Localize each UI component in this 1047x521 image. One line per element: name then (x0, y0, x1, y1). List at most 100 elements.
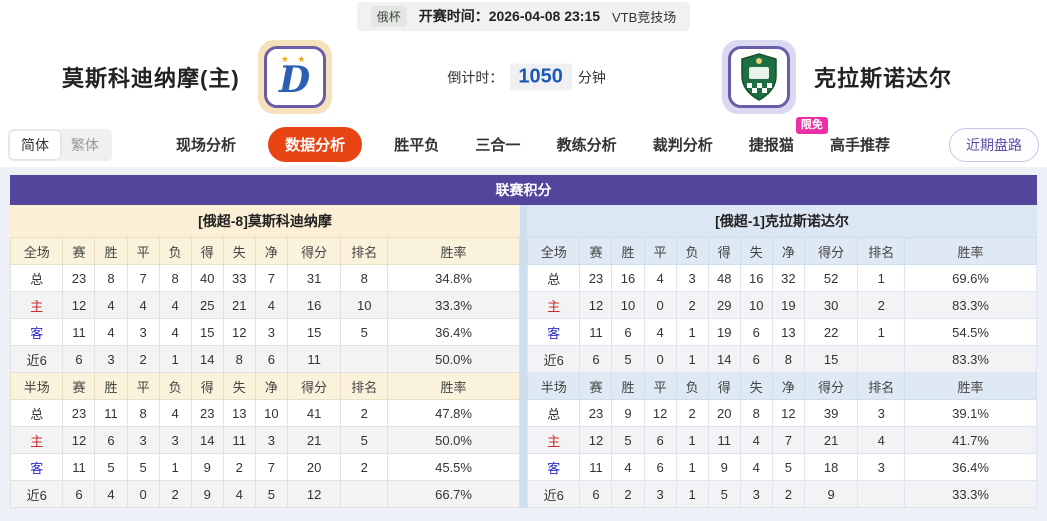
stat-cell: 10 (254, 399, 288, 427)
tab-coach-analysis[interactable]: 教练分析 (556, 137, 617, 154)
nav-tabs: 现场分析 数据分析 胜平负 三合一 教练分析 裁判分析 捷报猫 限免 高手推荐 (172, 117, 894, 162)
stat-cell: 6 (739, 318, 773, 346)
col-header: 得 (190, 372, 224, 400)
table-row: 客 11 6 4 1 19 6 13 22 1 54.5% (526, 318, 1037, 346)
tab-jiebao-cat[interactable]: 捷报猫 限免 (745, 117, 828, 161)
lang-toggle: 简体 繁体 (8, 128, 112, 161)
stat-cell: 3 (126, 426, 160, 454)
tab-data-analysis[interactable]: 数据分析 (268, 127, 363, 162)
away-standings-table: 全场赛胜平负得失净得分 排名 胜率总 23 16 4 3 48 16 32 52 1 69.6% 主 12 1… (526, 237, 1037, 508)
stat-cell: 36.4% (387, 318, 520, 346)
col-header: 平 (126, 237, 160, 265)
stat-cell: 6 (254, 345, 288, 373)
col-header: 胜率 (387, 237, 520, 265)
stat-cell: 6 (94, 426, 128, 454)
stat-cell: 4 (158, 291, 192, 319)
table-row: 客 11 4 3 4 15 12 3 15 5 36.4% (9, 318, 520, 346)
row-label: 总 (526, 399, 581, 427)
league-badge: 俄杯 (370, 5, 407, 27)
stat-cell: 69.6% (904, 264, 1037, 292)
stat-cell: 11 (579, 453, 613, 481)
lang-traditional[interactable]: 繁体 (71, 136, 99, 153)
home-team: 莫斯科迪纳摩(主) ★ ★ D (62, 40, 332, 114)
tab-referee-analysis[interactable]: 裁判分析 (652, 137, 713, 154)
stat-cell: 20 (286, 453, 342, 481)
away-full-header-row: 全场赛胜平负得失净得分 排名 胜率 (526, 237, 1037, 265)
stat-cell: 10 (739, 291, 773, 319)
col-header: 失 (222, 372, 256, 400)
stat-cell: 4 (739, 426, 773, 454)
stat-cell: 4 (158, 399, 192, 427)
col-header: 得分 (286, 237, 342, 265)
stat-cell: 12 (286, 480, 342, 508)
stat-cell: 23 (579, 399, 613, 427)
stat-cell: 19 (771, 291, 805, 319)
stat-cell: 6 (62, 480, 96, 508)
col-header: 失 (739, 237, 773, 265)
stat-cell: 83.3% (904, 291, 1037, 319)
col-header: 平 (643, 237, 677, 265)
col-header: 净 (771, 237, 805, 265)
stat-cell: 4 (158, 318, 192, 346)
col-header: 净 (771, 372, 805, 400)
stat-cell: 9 (611, 399, 645, 427)
stat-cell: 4 (857, 426, 906, 454)
stat-cell: 36.4% (904, 453, 1037, 481)
col-header: 半场 (526, 372, 581, 400)
stat-cell: 5 (611, 345, 645, 373)
col-header: 排名 (340, 237, 389, 265)
stat-cell: 4 (643, 264, 677, 292)
recent-odds-button[interactable]: 近期盘路 (949, 127, 1039, 162)
tab-win-draw-loss[interactable]: 胜平负 (394, 137, 440, 154)
col-header: 半场 (9, 372, 64, 400)
stat-cell: 4 (222, 480, 256, 508)
home-half-header-row: 半场赛胜平负得失净得分 排名 胜率 (9, 372, 520, 400)
away-standings-header: [俄超-1]克拉斯诺达尔 (527, 205, 1037, 237)
stat-cell: 11 (94, 399, 128, 427)
table-row: 主 12 6 3 3 14 11 3 21 5 50.0% (9, 426, 520, 454)
stat-cell: 8 (771, 345, 805, 373)
tab-expert-picks[interactable]: 高手推荐 (829, 137, 890, 154)
krasnodar-crest-icon (721, 40, 796, 114)
stat-cell: 5 (340, 318, 389, 346)
tab-three-in-one[interactable]: 三合一 (475, 137, 521, 154)
stat-cell: 52 (803, 264, 859, 292)
col-header: 全场 (526, 237, 581, 265)
stat-cell: 18 (803, 453, 859, 481)
stat-cell: 1 (158, 453, 192, 481)
table-row: 总 23 16 4 3 48 16 32 52 1 69.6% (526, 264, 1037, 292)
stat-cell: 6 (611, 318, 645, 346)
stat-cell: 31 (286, 264, 342, 292)
row-label: 主 (526, 291, 581, 319)
lang-simplified[interactable]: 简体 (10, 130, 60, 159)
stat-cell: 3 (739, 480, 773, 508)
dynamo-crest-icon: ★ ★ D (257, 40, 332, 114)
table-title: 联赛积分 (10, 175, 1037, 205)
home-full-header-row: 全场赛胜平负得失净得分 排名 胜率 (9, 237, 520, 265)
stat-cell: 32 (771, 264, 805, 292)
stat-cell: 50.0% (387, 345, 520, 373)
stat-cell: 12 (222, 318, 256, 346)
stat-cell: 3 (675, 264, 709, 292)
col-header: 得分 (803, 237, 859, 265)
stat-cell: 50.0% (387, 426, 520, 454)
stat-cell: 34.8% (387, 264, 520, 292)
tab-live-analysis[interactable]: 现场分析 (176, 137, 237, 154)
stat-cell: 16 (739, 264, 773, 292)
stat-cell: 14 (190, 426, 224, 454)
col-header: 胜 (611, 372, 645, 400)
col-header: 胜率 (904, 237, 1037, 265)
stat-cell: 0 (643, 291, 677, 319)
col-header: 得分 (286, 372, 342, 400)
stat-cell: 7 (254, 453, 288, 481)
stat-cell: 21 (286, 426, 342, 454)
stat-cell: 45.5% (387, 453, 520, 481)
stat-cell: 8 (222, 345, 256, 373)
col-header: 胜 (94, 237, 128, 265)
table-row: 主 12 5 6 1 11 4 7 21 4 41.7% (526, 426, 1037, 454)
stat-cell: 2 (158, 480, 192, 508)
stat-cell: 33.3% (904, 480, 1037, 508)
stat-cell: 1 (675, 426, 709, 454)
stat-cell: 48 (707, 264, 741, 292)
stat-cell: 3 (857, 399, 906, 427)
